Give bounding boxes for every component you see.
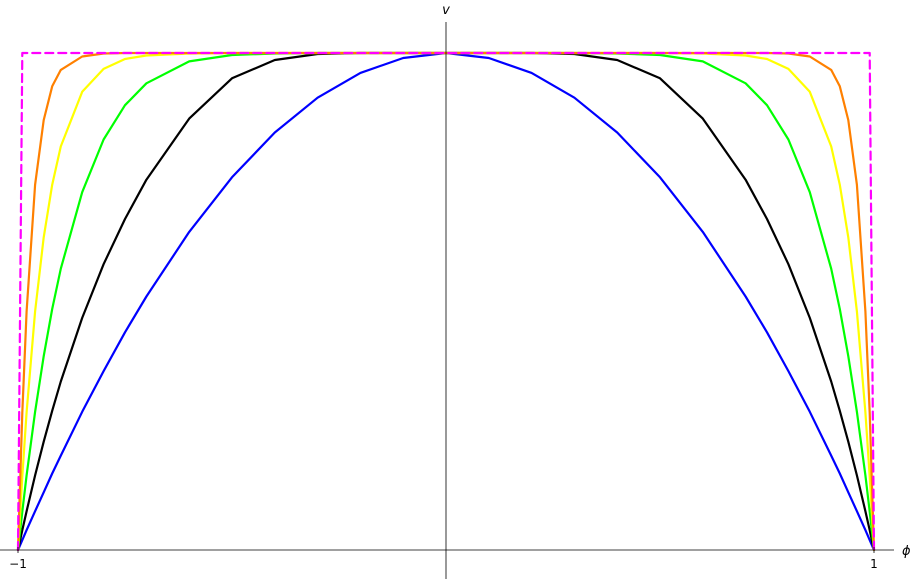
x-tick-label: 1 xyxy=(870,557,878,571)
x-tick-label: −1 xyxy=(9,557,27,571)
y-axis-label: v xyxy=(442,3,450,18)
series-line-6 xyxy=(16,51,876,552)
x-axis-label: ϕ xyxy=(902,544,911,559)
